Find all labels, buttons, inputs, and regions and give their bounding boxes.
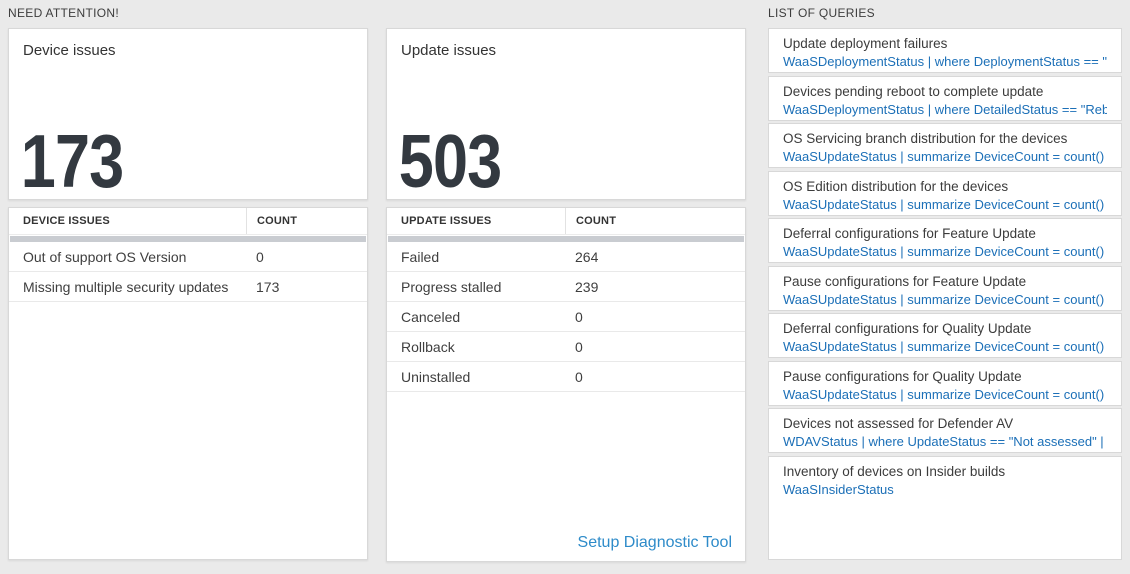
query-item[interactable]: OS Servicing branch distribution for the… (768, 123, 1122, 168)
issue-label: Rollback (401, 338, 455, 355)
issue-count: 173 (256, 278, 280, 295)
issue-label: Missing multiple security updates (23, 278, 229, 295)
query-title: Inventory of devices on Insider builds (783, 463, 1006, 479)
update-issues-tile[interactable]: Update issues 503 (386, 28, 746, 200)
issue-label: Failed (401, 248, 440, 265)
queries-column: LIST OF QUERIES Update deployment failur… (768, 5, 1122, 560)
need-attention-header: NEED ATTENTION! (8, 6, 119, 20)
table-row[interactable]: Progress stalled 239 (387, 272, 745, 302)
device-issues-count: 173 (20, 119, 124, 203)
device-issues-tile[interactable]: Device issues 173 (8, 28, 368, 200)
query-title: Pause configurations for Feature Update (783, 273, 1027, 289)
query-text: WaaSDeploymentStatus | where DetailedSta… (783, 101, 1107, 117)
query-item[interactable]: Inventory of devices on Insider builds W… (768, 455, 1122, 560)
query-item[interactable]: Deferral configurations for Quality Upda… (768, 313, 1122, 358)
query-text: WaaSUpdateStatus | summarize DeviceCount… (783, 386, 1107, 402)
setup-diagnostic-tool-link[interactable]: Setup Diagnostic Tool (577, 534, 732, 551)
query-text: WDAVStatus | where UpdateStatus == "Not … (783, 434, 1107, 449)
query-title: Pause configurations for Quality Update (783, 368, 1022, 384)
query-text: WaaSInsiderStatus (783, 481, 894, 497)
update-issues-table: UPDATE ISSUES COUNT Failed 264 Progress … (386, 207, 746, 562)
issue-label: Canceled (401, 308, 461, 325)
query-text: WaaSUpdateStatus | summarize DeviceCount… (783, 339, 1107, 354)
issue-count: 264 (575, 248, 599, 265)
issue-label: Uninstalled (401, 368, 471, 385)
query-text: WaaSUpdateStatus | summarize DeviceCount… (783, 291, 1107, 307)
query-item[interactable]: Deferral configurations for Feature Upda… (768, 218, 1122, 263)
device-issues-rows: Out of support OS Version 0 Missing mult… (9, 242, 367, 302)
issue-count: 0 (256, 248, 264, 265)
query-title: Devices not assessed for Defender AV (783, 416, 1014, 431)
query-text: WaaSUpdateStatus | summarize DeviceCount… (783, 149, 1107, 164)
query-text: WaaSUpdateStatus | summarize DeviceCount… (783, 196, 1107, 212)
issue-count: 0 (575, 308, 583, 325)
query-text: WaaSDeploymentStatus | where DeploymentS… (783, 54, 1107, 69)
table-row[interactable]: Out of support OS Version 0 (9, 242, 367, 272)
query-text: WaaSUpdateStatus | summarize DeviceCount… (783, 244, 1107, 259)
query-title: Update deployment failures (783, 36, 948, 51)
need-attention-column: NEED ATTENTION! Device issues 173 DEVICE… (8, 5, 368, 560)
query-title: Deferral configurations for Quality Upda… (783, 321, 1032, 336)
issue-label: Out of support OS Version (23, 248, 187, 265)
issue-count: 0 (575, 338, 583, 355)
count-column-header: COUNT (246, 208, 367, 234)
device-issues-column-header: DEVICE ISSUES (23, 215, 110, 227)
query-title: Devices pending reboot to complete updat… (783, 83, 1044, 99)
table-scroll-bar (10, 236, 366, 242)
table-row[interactable]: Failed 264 (387, 242, 745, 272)
device-issues-table: DEVICE ISSUES COUNT Out of support OS Ve… (8, 207, 368, 560)
issue-label: Progress stalled (401, 278, 502, 295)
device-issues-table-header: DEVICE ISSUES COUNT (9, 208, 367, 235)
table-row[interactable]: Missing multiple security updates 173 (9, 272, 367, 302)
query-item[interactable]: OS Edition distribution for the devices … (768, 170, 1122, 216)
update-issues-column-header: UPDATE ISSUES (401, 215, 492, 227)
update-issues-title: Update issues (401, 42, 497, 59)
update-card-footer: Setup Diagnostic Tool (387, 534, 745, 561)
query-item[interactable]: Pause configurations for Quality Update … (768, 360, 1122, 406)
list-of-queries-header: LIST OF QUERIES (768, 6, 875, 20)
device-issues-title: Device issues (23, 42, 116, 59)
table-row[interactable]: Uninstalled 0 (387, 362, 745, 392)
query-item[interactable]: Pause configurations for Feature Update … (768, 265, 1122, 311)
query-title: OS Edition distribution for the devices (783, 178, 1009, 194)
update-issues-count: 503 (398, 119, 502, 203)
query-item[interactable]: Update deployment failures WaaSDeploymen… (768, 28, 1122, 73)
update-issues-table-header: UPDATE ISSUES COUNT (387, 208, 745, 235)
table-row[interactable]: Canceled 0 (387, 302, 745, 332)
table-scroll-bar (388, 236, 744, 242)
query-item[interactable]: Devices pending reboot to complete updat… (768, 75, 1122, 121)
table-row[interactable]: Rollback 0 (387, 332, 745, 362)
update-issues-column: Update issues 503 UPDATE ISSUES COUNT Fa… (386, 28, 746, 562)
query-item[interactable]: Devices not assessed for Defender AV WDA… (768, 408, 1122, 453)
query-title: Deferral configurations for Feature Upda… (783, 226, 1036, 241)
query-title: OS Servicing branch distribution for the… (783, 131, 1068, 146)
count-column-header: COUNT (565, 208, 745, 234)
update-issues-rows: Failed 264 Progress stalled 239 Canceled… (387, 242, 745, 392)
issue-count: 239 (575, 278, 599, 295)
query-list: Update deployment failures WaaSDeploymen… (768, 28, 1122, 560)
issue-count: 0 (575, 368, 583, 385)
